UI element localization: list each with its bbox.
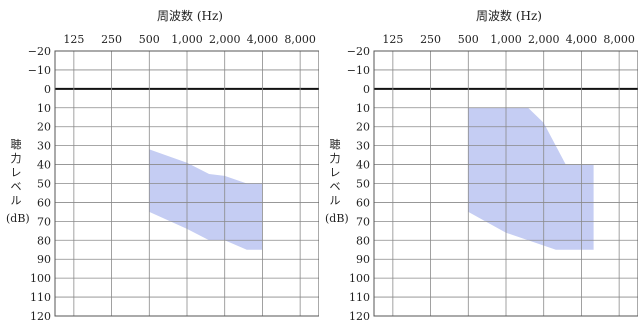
audiogram-right: 周波数 (Hz) −20 −10 0 10 20 30 40 50 60 70 80 90 100 110… (319, 0, 638, 324)
x-tick-label: 1,000 (171, 33, 203, 46)
x-tick-label: 125 (382, 33, 403, 46)
y-tick-label: −10 (28, 64, 51, 77)
y-tick-label: 50 (356, 178, 370, 191)
y-label-char: 聴 (10, 138, 22, 151)
y-tick-label: 60 (37, 196, 51, 209)
plot-frame (54, 50, 319, 317)
x-tick-label: 250 (420, 33, 441, 46)
y-label-char: ベ (329, 180, 341, 193)
y-label-char: レ (329, 166, 341, 179)
y-label-char: ル (329, 194, 341, 207)
x-tick-label: 8,000 (284, 33, 316, 46)
y-tick-label: 120 (349, 310, 370, 323)
y-tick-label: 60 (356, 196, 370, 209)
y-axis-title: 聴 力 レ ベ ル (328, 138, 342, 208)
y-axis-unit: (dB) (325, 212, 349, 225)
y-tick-label: 100 (349, 272, 370, 285)
y-label-char: 力 (10, 152, 22, 165)
y-tick-label: 40 (356, 159, 370, 172)
y-tick-label: 110 (349, 291, 370, 304)
y-tick-label: 80 (356, 234, 370, 247)
y-label-char: レ (10, 166, 22, 179)
x-tick-label: 4,000 (247, 33, 279, 46)
y-axis-title: 聴 力 レ ベ ル (9, 138, 23, 208)
y-tick-label: 80 (37, 234, 51, 247)
y-label-char: ル (10, 194, 22, 207)
y-label-char: ベ (10, 180, 22, 193)
x-axis-title: 周波数 (Hz) (157, 9, 223, 23)
y-tick-label: 10 (37, 102, 51, 115)
audiogram-left: 周波数 (Hz) −20 −10 0 10 20 30 40 50 60 70 80 90 100 110… (6, 9, 319, 323)
hearing-range-band (149, 149, 263, 250)
audiogram-left-plot: −20 −10 0 10 20 30 40 50 60 70 80 90 100 110 120 125 250… (28, 33, 319, 323)
y-tick-label: 40 (37, 159, 51, 172)
x-tick-label: 4,000 (566, 33, 598, 46)
y-tick-label: −20 (28, 45, 51, 58)
y-tick-label: 100 (30, 272, 51, 285)
y-tick-label: −10 (347, 64, 370, 77)
y-tick-label: 30 (37, 140, 51, 153)
plot-frame (373, 50, 638, 317)
x-tick-label: 125 (63, 33, 84, 46)
y-tick-label: 20 (356, 121, 370, 134)
x-tick-label: 8,000 (603, 33, 635, 46)
x-tick-label: 500 (458, 33, 479, 46)
y-tick-label: 70 (37, 215, 51, 228)
y-tick-label: 30 (356, 140, 370, 153)
y-tick-label: 110 (30, 291, 51, 304)
y-tick-label: 90 (37, 253, 51, 266)
y-tick-label: 0 (44, 83, 51, 96)
x-tick-label: 500 (139, 33, 160, 46)
y-label-char: 聴 (329, 138, 341, 151)
audiogram-right-plot: −20 −10 0 10 20 30 40 50 60 70 80 90 100 110 120 125 250… (347, 33, 638, 323)
x-tick-label: 2,000 (528, 33, 560, 46)
x-tick-label: 250 (101, 33, 122, 46)
y-axis-unit: (dB) (6, 212, 30, 225)
y-label-char: 力 (329, 152, 341, 165)
y-tick-label: 90 (356, 253, 370, 266)
x-axis-title: 周波数 (Hz) (476, 9, 542, 23)
y-tick-label: 70 (356, 215, 370, 228)
y-tick-label: 10 (356, 102, 370, 115)
y-tick-label: −20 (347, 45, 370, 58)
hearing-range-band (468, 107, 594, 250)
y-tick-label: 120 (30, 310, 51, 323)
x-tick-label: 2,000 (209, 33, 241, 46)
y-tick-label: 50 (37, 178, 51, 191)
y-tick-label: 20 (37, 121, 51, 134)
x-tick-label: 1,000 (490, 33, 522, 46)
y-tick-label: 0 (363, 83, 370, 96)
